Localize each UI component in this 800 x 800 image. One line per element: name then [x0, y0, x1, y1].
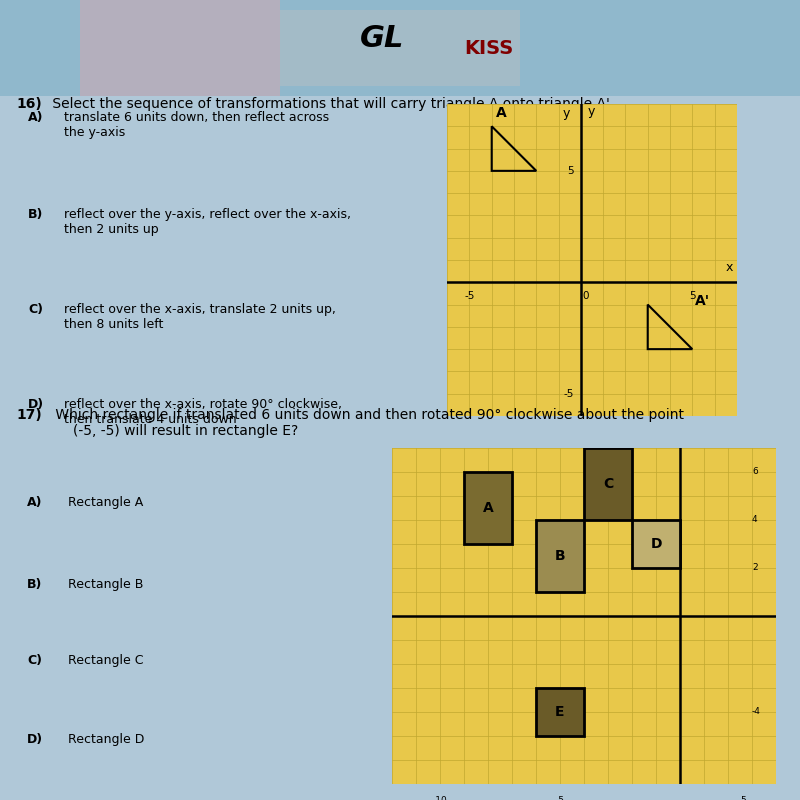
Text: C: C — [603, 477, 613, 491]
Text: -4: -4 — [752, 707, 761, 717]
Text: Rectangle C: Rectangle C — [67, 654, 143, 667]
Text: reflect over the y-axis, reflect over the x-axis,
then 2 units up: reflect over the y-axis, reflect over th… — [64, 209, 351, 237]
Text: Rectangle D: Rectangle D — [67, 734, 144, 746]
Text: GL: GL — [360, 24, 404, 53]
Bar — [280, 10, 520, 86]
Text: reflect over the x-axis, translate 2 units up,
then 8 units left: reflect over the x-axis, translate 2 uni… — [64, 303, 336, 331]
Text: A': A' — [694, 294, 710, 307]
Text: D): D) — [27, 734, 43, 746]
Text: 0: 0 — [582, 291, 589, 302]
Text: A): A) — [27, 496, 42, 510]
Text: A: A — [482, 501, 494, 515]
Text: C): C) — [27, 654, 42, 667]
Text: -5: -5 — [555, 796, 565, 800]
Text: Rectangle B: Rectangle B — [67, 578, 143, 591]
Text: B): B) — [28, 209, 43, 222]
Text: 6: 6 — [752, 467, 758, 477]
Text: reflect over the x-axis, rotate 90° clockwise,
then translate 4 units down: reflect over the x-axis, rotate 90° cloc… — [64, 398, 342, 426]
Text: E: E — [555, 705, 565, 719]
Bar — [632, 520, 680, 568]
Text: 5: 5 — [740, 796, 746, 800]
Text: x: x — [726, 262, 733, 274]
Text: 4: 4 — [752, 515, 758, 525]
Text: Rectangle A: Rectangle A — [67, 496, 142, 510]
Text: Which rectangle if translated 6 units down and then rotated 90° clockwise about : Which rectangle if translated 6 units do… — [50, 408, 683, 438]
Bar — [536, 688, 584, 736]
Text: Select the sequence of transformations that will carry triangle A onto triangle : Select the sequence of transformations t… — [48, 97, 614, 111]
Text: translate 6 units down, then reflect across
the y-axis: translate 6 units down, then reflect acr… — [64, 110, 329, 138]
Text: 2: 2 — [752, 563, 758, 573]
Text: C): C) — [28, 303, 43, 316]
Bar — [584, 448, 632, 520]
Text: A: A — [496, 106, 507, 120]
Text: y: y — [563, 107, 570, 120]
Bar — [80, 0, 280, 96]
Text: -5: -5 — [464, 291, 474, 302]
Text: -10: -10 — [433, 796, 447, 800]
Text: A): A) — [28, 110, 43, 124]
Text: D): D) — [28, 398, 44, 411]
Text: B: B — [554, 549, 566, 563]
Text: 5: 5 — [689, 291, 695, 302]
Text: B): B) — [27, 578, 42, 591]
Bar — [464, 472, 512, 544]
Text: 17): 17) — [16, 408, 42, 422]
Text: -5: -5 — [564, 389, 574, 398]
Bar — [536, 520, 584, 592]
Text: y: y — [587, 105, 595, 118]
Text: KISS: KISS — [464, 38, 514, 58]
Text: 5: 5 — [567, 166, 574, 176]
Text: 16): 16) — [16, 97, 42, 111]
Text: D: D — [650, 537, 662, 551]
